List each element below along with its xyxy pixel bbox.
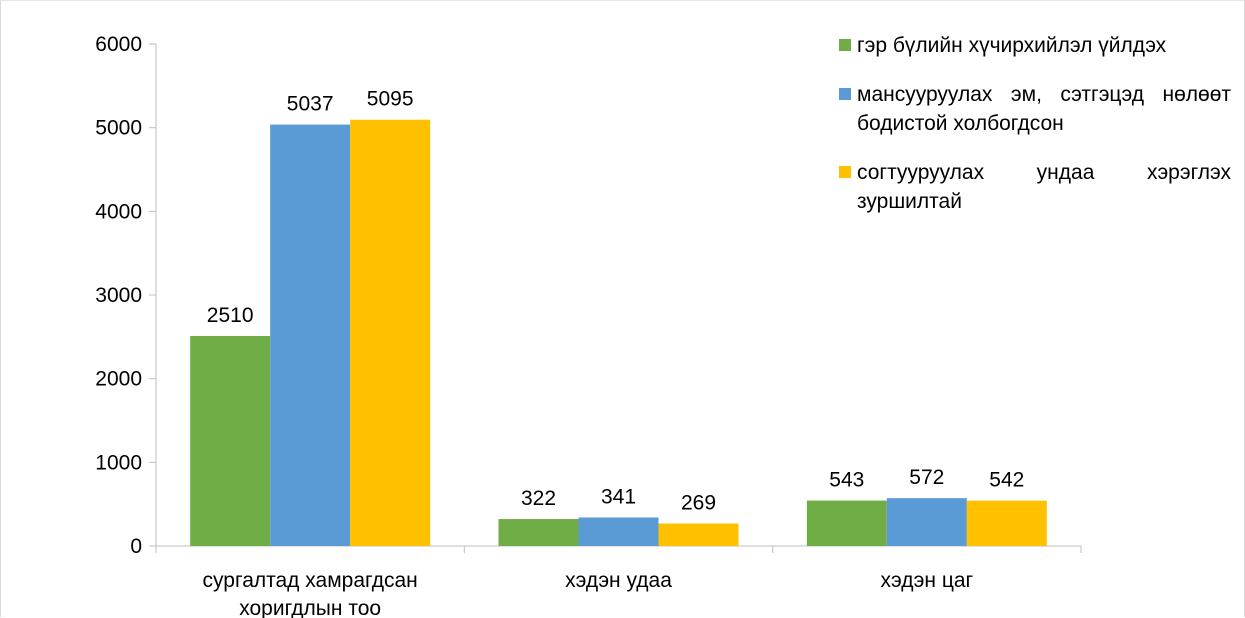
bar-value-label: 5095 bbox=[367, 88, 414, 111]
bar bbox=[966, 500, 1047, 546]
legend-label: мансууруулах эм, сэтгэцэд нөлөөт бодисто… bbox=[857, 83, 1231, 135]
chart-bars bbox=[190, 119, 1047, 547]
y-tick-label: 5000 bbox=[95, 117, 142, 140]
bar-value-label: 341 bbox=[601, 485, 636, 508]
bar-value-label: 572 bbox=[909, 466, 944, 489]
bar bbox=[886, 498, 967, 546]
bar bbox=[806, 500, 887, 546]
y-tick-label: 4000 bbox=[95, 200, 142, 223]
chart-data-labels: 2510 322 543 5037 341 572 5095 269 542 bbox=[207, 88, 1025, 515]
bar bbox=[498, 519, 579, 546]
y-tick-label: 2000 bbox=[95, 368, 142, 391]
bar bbox=[190, 335, 271, 546]
bar-value-label: 2510 bbox=[207, 304, 254, 327]
bar bbox=[578, 517, 659, 546]
legend-swatch bbox=[839, 166, 851, 178]
bar-value-label: 5037 bbox=[287, 93, 334, 116]
legend-item: гэр бүлийн хүчирхийлэл үйлдэх bbox=[839, 31, 1231, 60]
bar-value-label: 322 bbox=[521, 487, 556, 510]
x-category-label: хэдэн удаа bbox=[565, 569, 672, 592]
legend-item: согтууруулах ундаа хэрэглэх зуршилтай bbox=[839, 158, 1231, 216]
y-tick-label: 0 bbox=[130, 535, 142, 558]
y-tick-label: 3000 bbox=[95, 284, 142, 307]
x-category-label: хоригдлын тоо bbox=[239, 597, 381, 618]
bar-value-label: 269 bbox=[681, 491, 716, 514]
bar bbox=[658, 523, 739, 546]
chart-legend: гэр бүлийн хүчирхийлэл үйлдэх мансууруула… bbox=[839, 31, 1231, 236]
bar bbox=[270, 124, 351, 547]
x-category-label: хэдэн цаг bbox=[880, 569, 973, 592]
y-tick-label: 1000 bbox=[95, 451, 142, 474]
chart-axes: 0 1000 2000 3000 4000 5000 6000 сургалтад хамра… bbox=[95, 33, 1082, 618]
bar bbox=[350, 119, 431, 547]
x-category-label: сургалтад хамрагдсан bbox=[203, 569, 418, 592]
legend-swatch bbox=[839, 39, 851, 51]
legend-label: гэр бүлийн хүчирхийлэл үйлдэх bbox=[857, 34, 1167, 57]
bar-value-label: 542 bbox=[989, 469, 1024, 492]
legend-item: мансууруулах эм, сэтгэцэд нөлөөт бодисто… bbox=[839, 80, 1231, 138]
legend-swatch bbox=[839, 88, 851, 100]
legend-label: согтууруулах ундаа хэрэглэх зуршилтай bbox=[857, 161, 1231, 213]
bar-value-label: 543 bbox=[829, 469, 864, 492]
y-tick-label: 6000 bbox=[95, 33, 142, 56]
